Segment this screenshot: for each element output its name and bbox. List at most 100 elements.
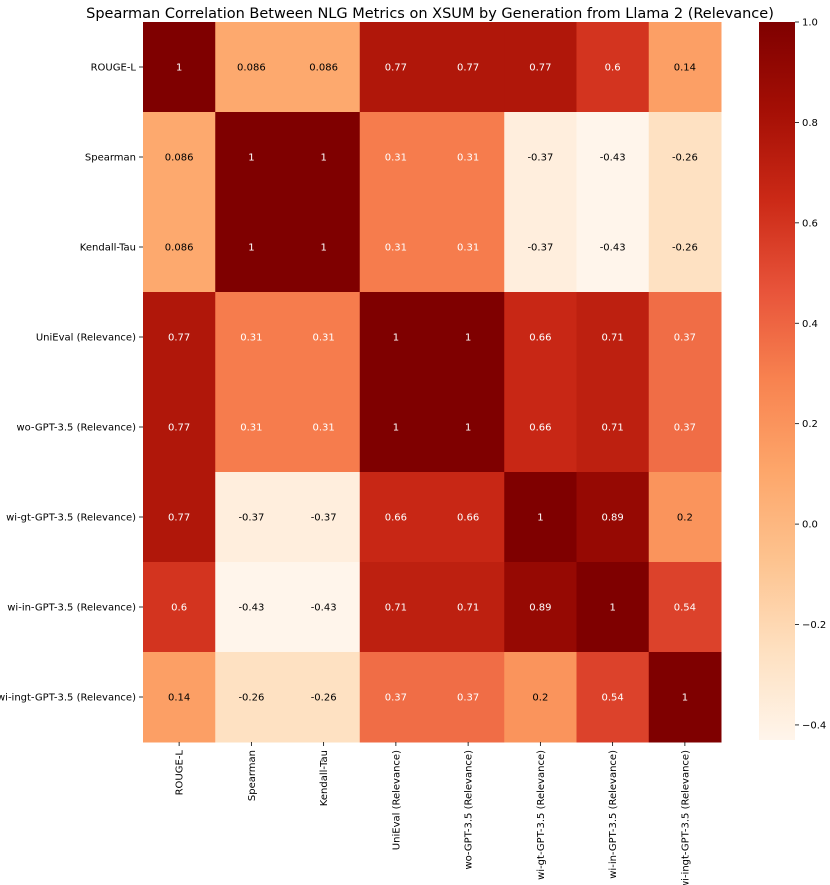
cell-value-label: 1 (393, 333, 399, 344)
cell-value-label: 0.6 (171, 603, 187, 614)
y-tick-label: wi-in-GPT-3.5 (Relevance) (7, 603, 136, 614)
cell-value-label: 0.37 (385, 693, 407, 704)
x-tick-label: wi-in-GPT-3.5 (Relevance) (608, 750, 619, 879)
heatmap-cell (215, 382, 288, 473)
cell-value-label: 0.54 (601, 693, 623, 704)
heatmap-cell (359, 652, 433, 743)
heatmap-cell (576, 292, 650, 383)
cell-value-label: 0.37 (674, 423, 696, 434)
heatmap-cell (576, 202, 650, 293)
heatmap-cell (215, 112, 288, 203)
heatmap-cell (432, 382, 505, 473)
heatmap-cell (215, 22, 288, 113)
cell-value-label: 0.71 (457, 603, 479, 614)
heatmap-annotations: 1 0.086 0.086 0.77 0.77 0.77 0.6 0.14 0.086 1 1 0.3… (165, 63, 698, 704)
heatmap-cell (648, 112, 722, 203)
heatmap-cell (359, 292, 433, 383)
cell-value-label: 0.77 (529, 63, 551, 74)
heatmap-cell (359, 202, 433, 293)
y-tick-label: ROUGE-L (91, 63, 137, 74)
y-tick-label: wo-GPT-3.5 (Relevance) (16, 423, 136, 434)
heatmap-cell (648, 472, 722, 563)
x-tick-label: wi-gt-GPT-3.5 (Relevance) (536, 750, 547, 880)
x-tick-label: Spearman (247, 750, 258, 801)
cell-value-label: 0.2 (532, 693, 548, 704)
cell-value-label: 0.6 (605, 63, 621, 74)
heatmap-cell (504, 472, 577, 563)
heatmap-cell (215, 652, 288, 743)
cell-value-label: 0.66 (457, 513, 479, 524)
heatmap-cell (648, 652, 722, 743)
cell-value-label: 0.14 (168, 693, 190, 704)
cell-value-label: 0.31 (240, 333, 262, 344)
cell-value-label: 1 (248, 243, 254, 254)
heatmap-cell (359, 382, 433, 473)
cell-value-label: 0.77 (385, 63, 407, 74)
cell-value-label: 0.71 (601, 423, 623, 434)
cell-value-label: -0.26 (311, 693, 337, 704)
y-tick-label: Kendall-Tau (80, 243, 136, 254)
cell-value-label: 1 (537, 513, 543, 524)
heatmap-cell (215, 202, 288, 293)
heatmap-cell (648, 202, 722, 293)
heatmap-cells (143, 22, 722, 743)
cell-value-label: 0.66 (529, 423, 551, 434)
colorbar-tick-label: 0.0 (802, 520, 818, 531)
cell-value-label: 0.31 (385, 153, 407, 164)
heatmap-cell (143, 562, 216, 653)
heatmap-cell (359, 562, 433, 653)
heatmap-cell (287, 112, 361, 203)
heatmap-cell (287, 292, 361, 383)
heatmap-cell (359, 22, 433, 113)
heatmap-cell (287, 382, 361, 473)
heatmap-cell (143, 202, 216, 293)
heatmap-cell (576, 472, 650, 563)
heatmap-cell (576, 562, 650, 653)
cell-value-label: -0.26 (672, 243, 698, 254)
x-axis: ROUGE-L Spearman Kendall-Tau UniEval (Relev… (175, 742, 691, 885)
cell-value-label: 0.31 (385, 243, 407, 254)
heatmap-cell (504, 202, 577, 293)
heatmap-cell (504, 292, 577, 383)
y-tick-label: Spearman (85, 153, 136, 164)
cell-value-label: 0.14 (674, 63, 696, 74)
colorbar-tick-label: −0.4 (802, 720, 826, 731)
cell-value-label: 1 (465, 333, 471, 344)
cell-value-label: 0.086 (165, 153, 194, 164)
cell-value-label: 0.71 (601, 333, 623, 344)
x-tick-label: wo-GPT-3.5 (Relevance) (464, 750, 475, 870)
cell-value-label: 0.31 (240, 423, 262, 434)
cell-value-label: -0.37 (527, 153, 553, 164)
heatmap-cell (648, 292, 722, 383)
cell-value-label: 0.086 (237, 63, 266, 74)
cell-value-label: 0.31 (457, 153, 479, 164)
heatmap-cell (143, 292, 216, 383)
cell-value-label: -0.37 (238, 513, 264, 524)
x-tick-label: wi-ingt-GPT-3.5 (Relevance) (680, 750, 691, 885)
heatmap-cell (576, 652, 650, 743)
heatmap-cell (432, 472, 505, 563)
heatmap-cell (504, 112, 577, 203)
colorbar-tick-label: 0.8 (802, 118, 818, 129)
heatmap-cell (432, 652, 505, 743)
cell-value-label: 0.37 (674, 333, 696, 344)
colorbar-tick-label: 1.0 (802, 18, 818, 29)
heatmap-cell (143, 472, 216, 563)
cell-value-label: 0.37 (457, 693, 479, 704)
heatmap-cell (504, 652, 577, 743)
y-tick-label: wi-gt-GPT-3.5 (Relevance) (6, 513, 136, 524)
heatmap-cell (215, 292, 288, 383)
cell-value-label: -0.26 (238, 693, 264, 704)
cell-value-label: 0.54 (674, 603, 696, 614)
cell-value-label: 0.89 (529, 603, 551, 614)
colorbar-tick-label: 0.4 (802, 319, 818, 330)
heatmap-cell (215, 562, 288, 653)
y-tick-label: wi-ingt-GPT-3.5 (Relevance) (0, 693, 136, 704)
heatmap-cell (143, 382, 216, 473)
cell-value-label: 0.086 (165, 243, 194, 254)
heatmap-cell (648, 382, 722, 473)
heatmap-cell (504, 562, 577, 653)
cell-value-label: 1 (682, 693, 688, 704)
cell-value-label: 1 (176, 63, 182, 74)
